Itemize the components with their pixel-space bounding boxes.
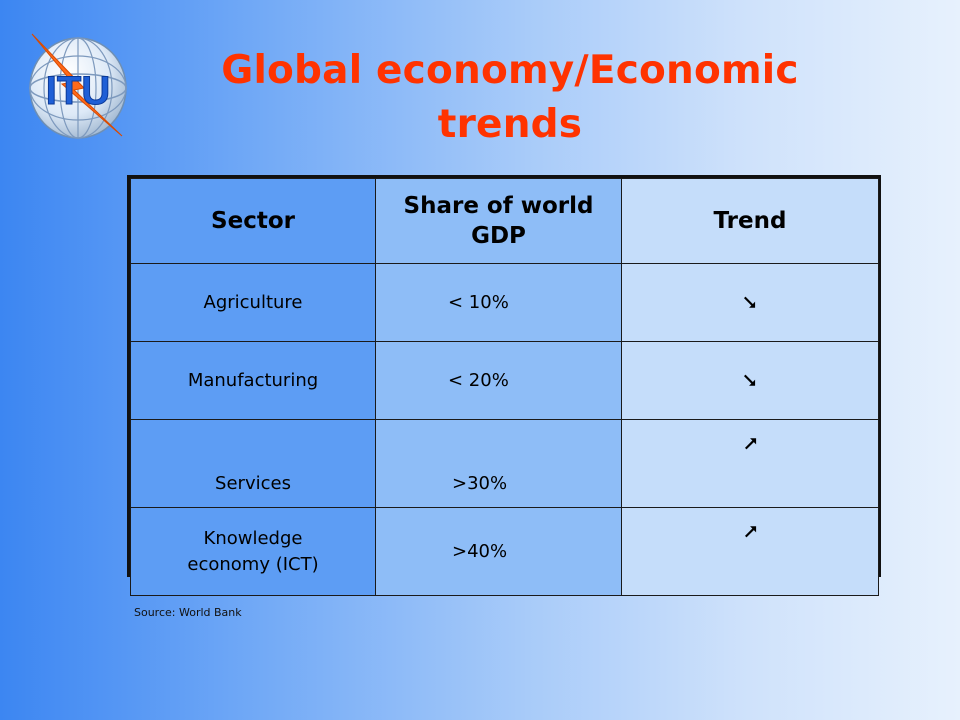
share-cell: >40% xyxy=(375,507,622,596)
itu-logo: ITU xyxy=(29,33,127,139)
header-share: Share of world GDP xyxy=(375,178,622,264)
table-row: Agriculture < 10% ➞ xyxy=(130,263,879,342)
trend-up-arrow-icon: ➞ xyxy=(735,428,765,458)
share-cell: >30% xyxy=(375,419,622,508)
trend-down-arrow-icon: ➞ xyxy=(735,287,765,316)
header-sector: Sector xyxy=(130,178,376,264)
share-cell: < 10% xyxy=(375,263,622,342)
trend-cell: ➞ xyxy=(621,341,879,420)
trend-up-arrow-icon: ➞ xyxy=(735,516,765,546)
logo-text: ITU xyxy=(46,69,110,113)
sector-label-line-2: economy (ICT) xyxy=(187,553,319,575)
table-row: Knowledge economy (ICT) >40% ➞ xyxy=(130,507,879,596)
gdp-share-table: Sector Share of world GDP Trend Agricult… xyxy=(130,178,879,596)
lightning-bolt-shape xyxy=(31,33,123,137)
slide-title: Global economy/Economic trends xyxy=(150,44,870,152)
trend-cell: ➞ xyxy=(621,419,879,508)
table-row: Manufacturing < 20% ➞ xyxy=(130,341,879,420)
slide-title-line-2: trends xyxy=(437,102,583,147)
table-header-row: Sector Share of world GDP Trend xyxy=(130,178,879,264)
share-cell: < 20% xyxy=(375,341,622,420)
sector-cell: Knowledge economy (ICT) xyxy=(130,507,376,596)
sector-cell: Agriculture xyxy=(130,263,376,342)
slide-title-line-1: Global economy/Economic xyxy=(221,48,799,93)
header-trend: Trend xyxy=(621,178,879,264)
trend-cell: ➞ xyxy=(621,507,879,596)
gdp-table-frame: Sector Share of world GDP Trend Agricult… xyxy=(127,175,881,596)
sector-label-line-1: Knowledge xyxy=(203,527,303,549)
source-note: Source: World Bank xyxy=(134,606,242,619)
trend-down-arrow-icon: ➞ xyxy=(735,365,765,394)
sector-cell: Services xyxy=(130,419,376,508)
sector-cell: Manufacturing xyxy=(130,341,376,420)
table-row: Services >30% ➞ xyxy=(130,419,879,508)
trend-cell: ➞ xyxy=(621,263,879,342)
